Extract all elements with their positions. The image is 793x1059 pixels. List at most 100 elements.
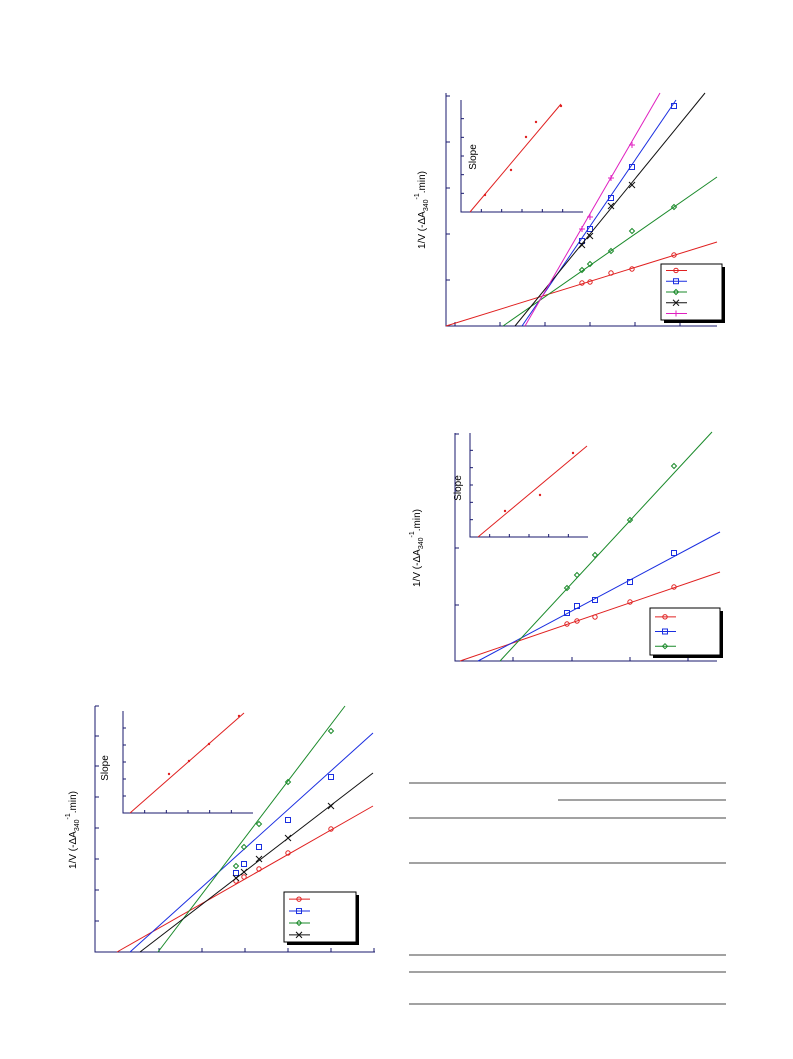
- marker: [296, 896, 302, 902]
- marker: [564, 621, 570, 627]
- label-sup: -1: [414, 193, 421, 199]
- marker: [608, 270, 614, 276]
- marker: [578, 266, 586, 274]
- marker: [285, 850, 291, 856]
- marker: [592, 614, 598, 620]
- marker: [328, 826, 334, 832]
- marker: [586, 260, 594, 268]
- marker: [591, 551, 599, 559]
- marker: [672, 299, 680, 307]
- marker: [671, 103, 677, 109]
- marker: [607, 247, 615, 255]
- marker: [241, 861, 247, 867]
- marker: [187, 759, 191, 763]
- y-axis-label: 1/V (-ΔA340-1.min): [414, 171, 430, 249]
- inset-y-label: Slope: [100, 755, 111, 781]
- marker: [628, 227, 636, 235]
- marker: [673, 278, 679, 285]
- marker: [587, 214, 593, 220]
- label-tail: .min): [412, 509, 423, 531]
- marker: [629, 164, 635, 170]
- marker: [626, 516, 634, 524]
- marker: [233, 870, 239, 876]
- marker: [285, 817, 291, 823]
- fit-line: [139, 772, 374, 953]
- marker: [672, 288, 680, 296]
- marker: [673, 310, 679, 317]
- marker: [564, 610, 570, 616]
- fit-line: [477, 531, 721, 662]
- marker: [534, 120, 538, 124]
- marker: [670, 203, 678, 211]
- label-sub: 340: [418, 537, 425, 549]
- fit-line: [524, 92, 661, 327]
- marker: [628, 181, 636, 189]
- marker: [607, 202, 615, 210]
- label-main: 1/V (-ΔA: [417, 211, 428, 249]
- label-main: 1/V (-ΔA: [412, 549, 423, 587]
- marker: [327, 802, 335, 810]
- marker: [524, 135, 528, 139]
- marker: [579, 226, 585, 232]
- marker: [662, 628, 668, 635]
- marker: [662, 614, 668, 620]
- inset-line: [469, 103, 562, 213]
- marker: [167, 772, 171, 776]
- marker: [256, 844, 262, 850]
- marker: [483, 193, 487, 197]
- marker: [574, 603, 580, 609]
- marker: [563, 584, 571, 592]
- marker: [559, 104, 563, 108]
- marker: [255, 820, 263, 828]
- marker: [509, 168, 513, 172]
- marker: [627, 579, 633, 585]
- label-main: 1/V (-ΔA: [68, 831, 79, 869]
- marker: [587, 279, 593, 285]
- marker: [240, 868, 248, 876]
- label-tail: .min): [417, 171, 428, 193]
- marker: [240, 843, 248, 851]
- marker: [574, 618, 580, 624]
- marker: [629, 266, 635, 272]
- inset-y-label: Slope: [453, 475, 464, 501]
- fit-line: [521, 99, 677, 327]
- inset-y-label: Slope: [468, 144, 479, 170]
- marker: [328, 774, 334, 780]
- marker: [295, 931, 303, 939]
- marker: [671, 584, 677, 590]
- axes: [94, 706, 375, 953]
- fit-line: [502, 176, 718, 327]
- marker: [579, 280, 585, 286]
- label-sub: 340: [423, 199, 430, 211]
- label-sup: -1: [65, 813, 72, 819]
- marker: [284, 778, 292, 786]
- marker: [608, 195, 614, 201]
- marker: [578, 241, 586, 249]
- label-tail: .min): [68, 791, 79, 813]
- marker: [586, 232, 594, 240]
- marker: [327, 727, 335, 735]
- y-axis-label: 1/V (-ΔA340-1.min): [409, 509, 425, 587]
- marker: [538, 493, 542, 497]
- marker: [671, 550, 677, 556]
- marker: [573, 571, 581, 579]
- marker: [671, 252, 677, 258]
- fit-line: [499, 431, 713, 662]
- label-sub: 340: [74, 819, 81, 831]
- marker: [627, 599, 633, 605]
- fit-line: [129, 732, 374, 953]
- legend: [283, 891, 357, 943]
- fit-line: [514, 92, 706, 327]
- inset-line: [129, 712, 245, 814]
- marker: [503, 509, 507, 513]
- marker: [592, 597, 598, 603]
- marker: [608, 175, 614, 181]
- marker: [284, 834, 292, 842]
- inset-line: [477, 445, 588, 538]
- marker: [256, 866, 262, 872]
- marker: [629, 142, 635, 148]
- marker: [673, 267, 679, 274]
- marker: [571, 451, 575, 455]
